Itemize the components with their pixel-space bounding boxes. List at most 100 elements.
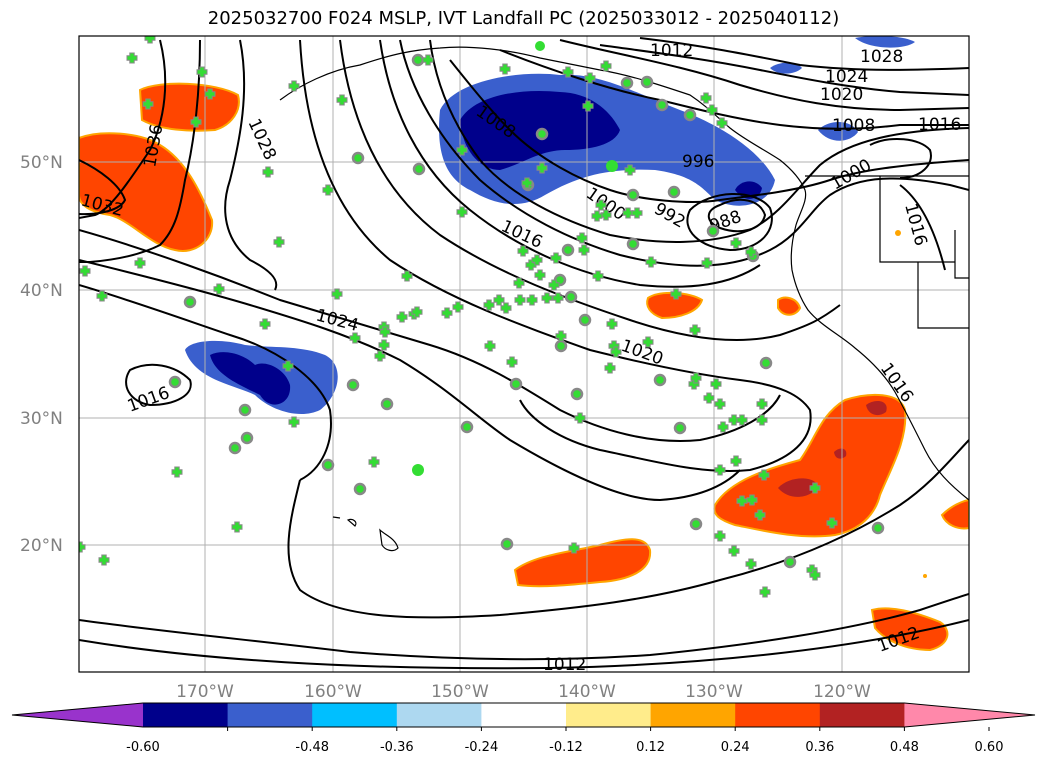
plus-marker xyxy=(142,98,154,110)
plus-marker xyxy=(756,398,768,410)
plus-marker xyxy=(552,292,564,304)
plus-marker xyxy=(714,530,726,542)
plus-marker xyxy=(642,336,654,348)
circle-marker xyxy=(673,421,687,435)
circle-marker xyxy=(564,290,578,304)
plus-marker xyxy=(809,482,821,494)
plus-marker xyxy=(610,346,622,358)
circle-marker xyxy=(500,537,514,551)
plus-marker xyxy=(422,54,434,66)
circle-marker xyxy=(321,458,335,472)
colorbar-cell xyxy=(312,703,398,727)
plus-marker xyxy=(513,277,525,289)
colorbar-tick-label: 0.12 xyxy=(636,740,665,755)
plus-marker xyxy=(716,117,728,129)
plus-marker xyxy=(809,569,821,581)
plus-marker xyxy=(521,177,533,189)
plus-marker xyxy=(525,259,537,271)
plus-marker xyxy=(714,464,726,476)
plus-marker xyxy=(541,292,553,304)
plus-marker xyxy=(411,306,423,318)
circle-marker xyxy=(640,75,654,89)
mslp-contours xyxy=(79,37,969,670)
plus-marker xyxy=(79,265,91,277)
plus-marker xyxy=(690,372,702,384)
plus-marker xyxy=(595,199,607,211)
plus-marker xyxy=(730,237,742,249)
plus-marker xyxy=(331,288,343,300)
plus-marker xyxy=(730,455,742,467)
plus-marker xyxy=(700,92,712,104)
plus-marker xyxy=(336,94,348,106)
landfall-plus-markers xyxy=(79,36,838,598)
circle-marker xyxy=(460,420,474,434)
colorbar-tick-label: 0.24 xyxy=(721,740,750,755)
plus-marker xyxy=(484,340,496,352)
plus-marker xyxy=(499,63,511,75)
colorbar-cell xyxy=(481,703,567,727)
plus-marker xyxy=(79,541,86,553)
colorbar-tick-label: 0.60 xyxy=(975,740,1004,755)
circle-marker xyxy=(561,243,575,257)
colorbar-tick-label: 0.48 xyxy=(890,740,919,755)
circle-marker xyxy=(554,339,568,353)
plus-marker xyxy=(98,554,110,566)
latitude-labels: 50°N 40°N 30°N 20°N xyxy=(20,153,63,556)
lat-label-30: 30°N xyxy=(20,409,63,429)
plus-marker xyxy=(452,301,464,313)
contour-label: 1012 xyxy=(543,655,586,675)
plus-marker xyxy=(703,392,715,404)
colorbar-extend-high xyxy=(904,703,1035,727)
circle-marker xyxy=(380,397,394,411)
plus-marker xyxy=(456,144,468,156)
plus-marker xyxy=(576,232,588,244)
plus-marker xyxy=(826,517,838,529)
circle-marker xyxy=(706,224,720,238)
plus-marker xyxy=(259,318,271,330)
plus-marker xyxy=(231,521,243,533)
circle-marker xyxy=(667,185,681,199)
colorbar: -0.60 -0.48 -0.36 -0.24 -0.12 0.12 0.24 0.36 0.4… xyxy=(11,702,1036,755)
map-title: 2025032700 F024 MSLP, IVT Landfall PC (2… xyxy=(207,8,840,29)
plus-marker xyxy=(717,421,729,433)
circle-marker xyxy=(240,431,254,445)
plus-marker xyxy=(441,307,453,319)
circle-marker xyxy=(168,375,182,389)
plus-marker xyxy=(213,283,225,295)
plus-marker xyxy=(754,509,766,521)
contour-label: 1008 xyxy=(832,116,875,136)
lon-label-170: 170°W xyxy=(176,682,234,702)
plus-marker xyxy=(584,72,596,84)
lat-label-40: 40°N xyxy=(20,281,63,301)
coastlines xyxy=(279,46,969,552)
plus-marker xyxy=(526,294,538,306)
plus-marker xyxy=(531,254,543,266)
plus-marker xyxy=(196,66,208,78)
circle-marker xyxy=(535,127,549,141)
plus-marker xyxy=(600,209,612,221)
graticule xyxy=(79,36,969,672)
plus-marker xyxy=(604,362,616,374)
plus-marker xyxy=(534,269,546,281)
plus-marker xyxy=(262,166,274,178)
plus-marker xyxy=(555,330,567,342)
circle-marker xyxy=(228,441,242,455)
plus-marker xyxy=(728,414,740,426)
plus-marker xyxy=(282,360,294,372)
lon-label-150: 150°W xyxy=(431,682,489,702)
contour-label: 996 xyxy=(682,152,714,172)
circle-marker xyxy=(578,313,592,327)
colorbar-tick-label: -0.24 xyxy=(465,740,499,755)
plus-marker xyxy=(517,245,529,257)
plus-marker xyxy=(756,414,768,426)
plus-marker xyxy=(582,100,594,112)
plus-marker xyxy=(745,558,757,570)
circle-marker xyxy=(411,53,425,67)
plus-marker xyxy=(758,469,770,481)
contour-label: 1028 xyxy=(860,47,903,67)
circle-marker xyxy=(689,517,703,531)
circle-marker xyxy=(759,356,773,370)
circle-marker xyxy=(351,151,365,165)
plus-marker xyxy=(493,294,505,306)
